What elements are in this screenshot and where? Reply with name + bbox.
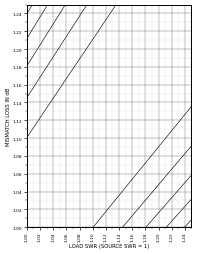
X-axis label: LOAD SWR (SOURCE SWR = 1): LOAD SWR (SOURCE SWR = 1)	[69, 244, 149, 248]
Y-axis label: MISMATCH LOSS IN dB: MISMATCH LOSS IN dB	[6, 87, 11, 146]
